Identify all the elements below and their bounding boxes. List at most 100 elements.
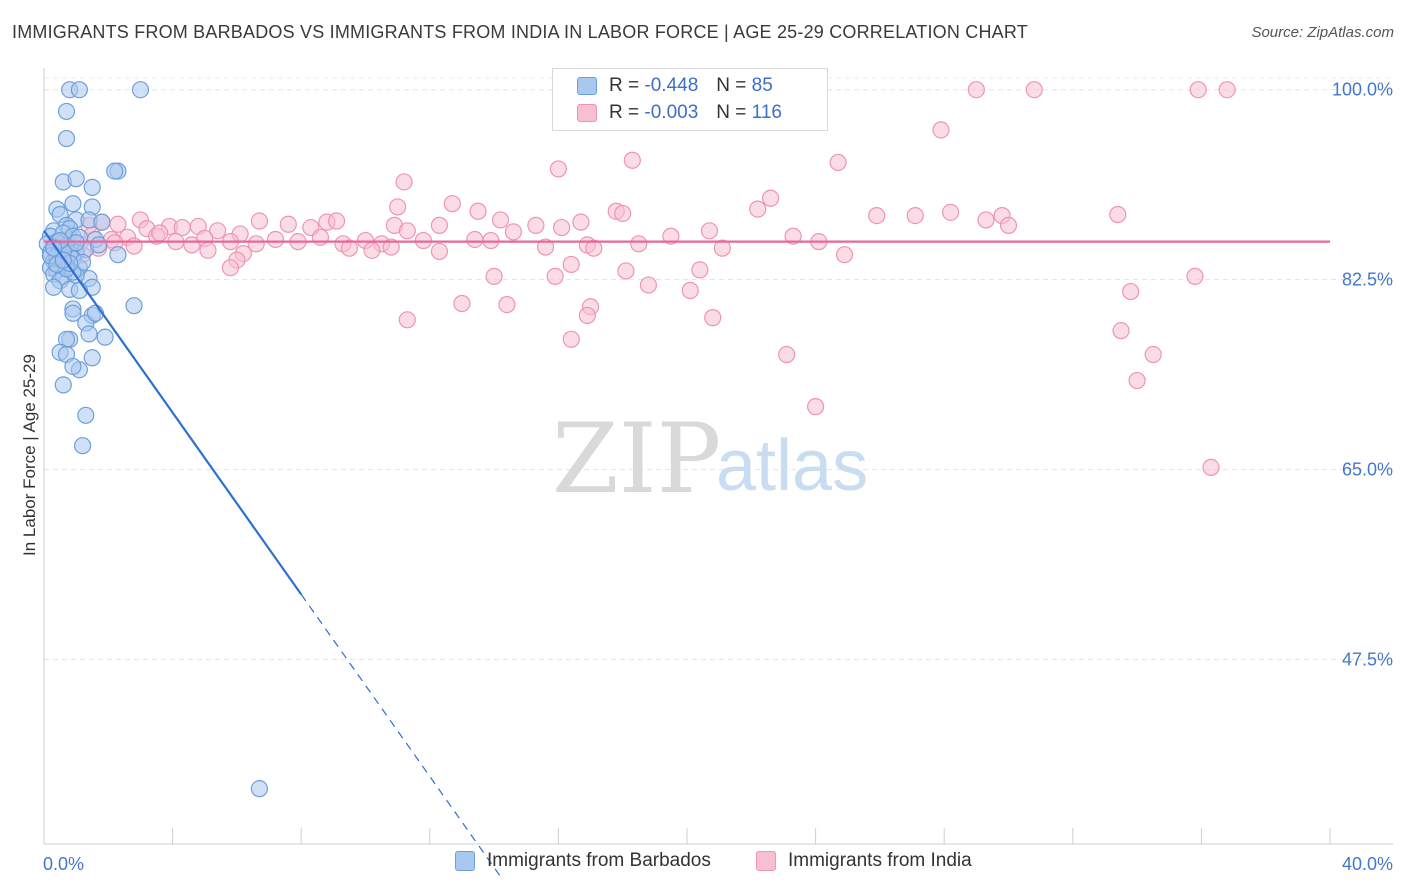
barbados-trend-line [43,230,303,596]
india-legend-label: Immigrants from India [788,850,972,871]
barbados-point [54,376,72,394]
india-point [749,200,767,218]
barbados-point [77,406,95,424]
n-label: N = [716,75,747,96]
barbados-point [131,81,150,99]
india-point [382,238,400,256]
india-point [562,330,580,348]
india-point [527,216,545,234]
r-label: R = [609,102,640,123]
india-point [1109,205,1127,224]
y-tick-label: 100.0% [1332,80,1393,100]
x-max-label: 40.0% [1342,854,1393,874]
india-point [1218,81,1236,99]
india-point [1025,81,1043,99]
trend-lines [43,230,1330,877]
india-point [617,262,635,280]
india-point [553,218,571,237]
india-point [562,255,580,274]
india-point [151,224,169,242]
india-point [572,213,590,231]
india-point [199,241,217,259]
india-point [209,222,227,240]
watermark-zip: ZIP [552,403,721,515]
india-point [932,121,950,139]
india-point [491,211,510,229]
india-point [1186,267,1204,285]
n-label: N = [716,102,747,123]
india-point [549,160,568,178]
india-point [623,151,641,169]
barbados-legend-label: Immigrants from Barbados [487,850,711,871]
india-point [504,223,522,241]
india-point [835,246,854,264]
india-point [639,276,658,294]
india-point [340,239,359,257]
india-point [498,295,516,314]
chart-title: IMMIGRANTS FROM BARBADOS VS IMMIGRANTS F… [12,22,1028,42]
watermark-atlas: atlas [716,426,868,506]
y-axis-label: In Labor Force | Age 25-29 [20,354,39,556]
india-point [389,198,407,216]
india-point [906,207,924,225]
barbados-point [80,325,98,343]
barbados-point [96,328,114,346]
india-point [430,216,449,234]
india-point [829,153,847,172]
legend-row-barbados: R = -0.448 N = 85 [577,74,773,98]
india-point [250,212,269,230]
india-point [398,311,416,329]
india-point [485,267,503,285]
india-point [430,242,449,261]
india-point [662,227,680,245]
india-point [778,345,796,364]
y-tick-label: 47.5% [1342,649,1393,669]
barbados-trend-extension [300,594,502,877]
india-point [546,267,564,285]
india-point [1112,322,1130,340]
india-point [761,189,780,207]
india-point [1128,371,1146,390]
india-point [125,237,143,255]
barbados-point [90,236,108,254]
r-label: R = [609,75,640,96]
india-point [536,238,555,256]
india-point [466,230,484,249]
india-point [279,215,297,233]
india-point [868,207,886,225]
barbados-point [57,102,76,121]
india-point [453,294,471,313]
y-tick-label: 65.0% [1342,460,1393,480]
india-legend-swatch [756,851,776,871]
india-point [806,398,825,416]
india-point [967,81,985,99]
india-point [1122,282,1140,301]
india-swatch [577,104,597,122]
barbados-point [64,304,82,322]
india-point [1189,81,1207,99]
india-point [311,228,330,246]
india-point [942,203,960,221]
india-point [585,239,603,257]
y-tick-label: 82.5% [1342,270,1393,290]
barbados-point [125,297,143,315]
barbados-point [57,129,76,148]
bottom-legend-barbados[interactable]: Immigrants from Barbados [455,850,711,872]
barbados-point [109,246,127,264]
india-point [578,306,596,325]
india-point [999,216,1018,234]
barbados-swatch [577,77,597,95]
barbados-point [67,170,85,188]
barbados-points [38,81,269,798]
india-point [704,309,722,327]
barbados-point [45,278,63,296]
watermark: ZIP atlas [552,403,868,515]
bottom-legend-india[interactable]: Immigrants from India [756,850,972,872]
india-point [1144,345,1162,364]
india-point [363,241,381,259]
barbados-point [70,81,88,99]
legend-row-india: R = -0.003 N = 116 [577,101,782,125]
barbados-point [106,162,124,180]
stats-legend: R = -0.448 N = 85 R = -0.003 N = 116 [552,68,828,131]
